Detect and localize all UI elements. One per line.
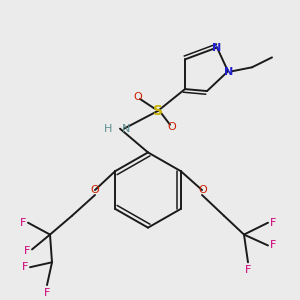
- Text: F: F: [270, 218, 276, 228]
- Text: N: N: [122, 124, 130, 134]
- Text: N: N: [212, 43, 222, 52]
- Text: O: O: [134, 92, 142, 102]
- Text: H: H: [103, 124, 112, 134]
- Text: O: O: [91, 185, 99, 195]
- Text: N: N: [224, 67, 234, 77]
- Text: F: F: [245, 265, 251, 275]
- Text: F: F: [22, 262, 28, 272]
- Text: O: O: [199, 185, 207, 195]
- Text: F: F: [20, 218, 26, 228]
- Text: F: F: [270, 241, 276, 250]
- Text: S: S: [153, 104, 163, 118]
- Text: F: F: [44, 288, 50, 298]
- Text: O: O: [168, 122, 176, 132]
- Text: F: F: [24, 246, 30, 256]
